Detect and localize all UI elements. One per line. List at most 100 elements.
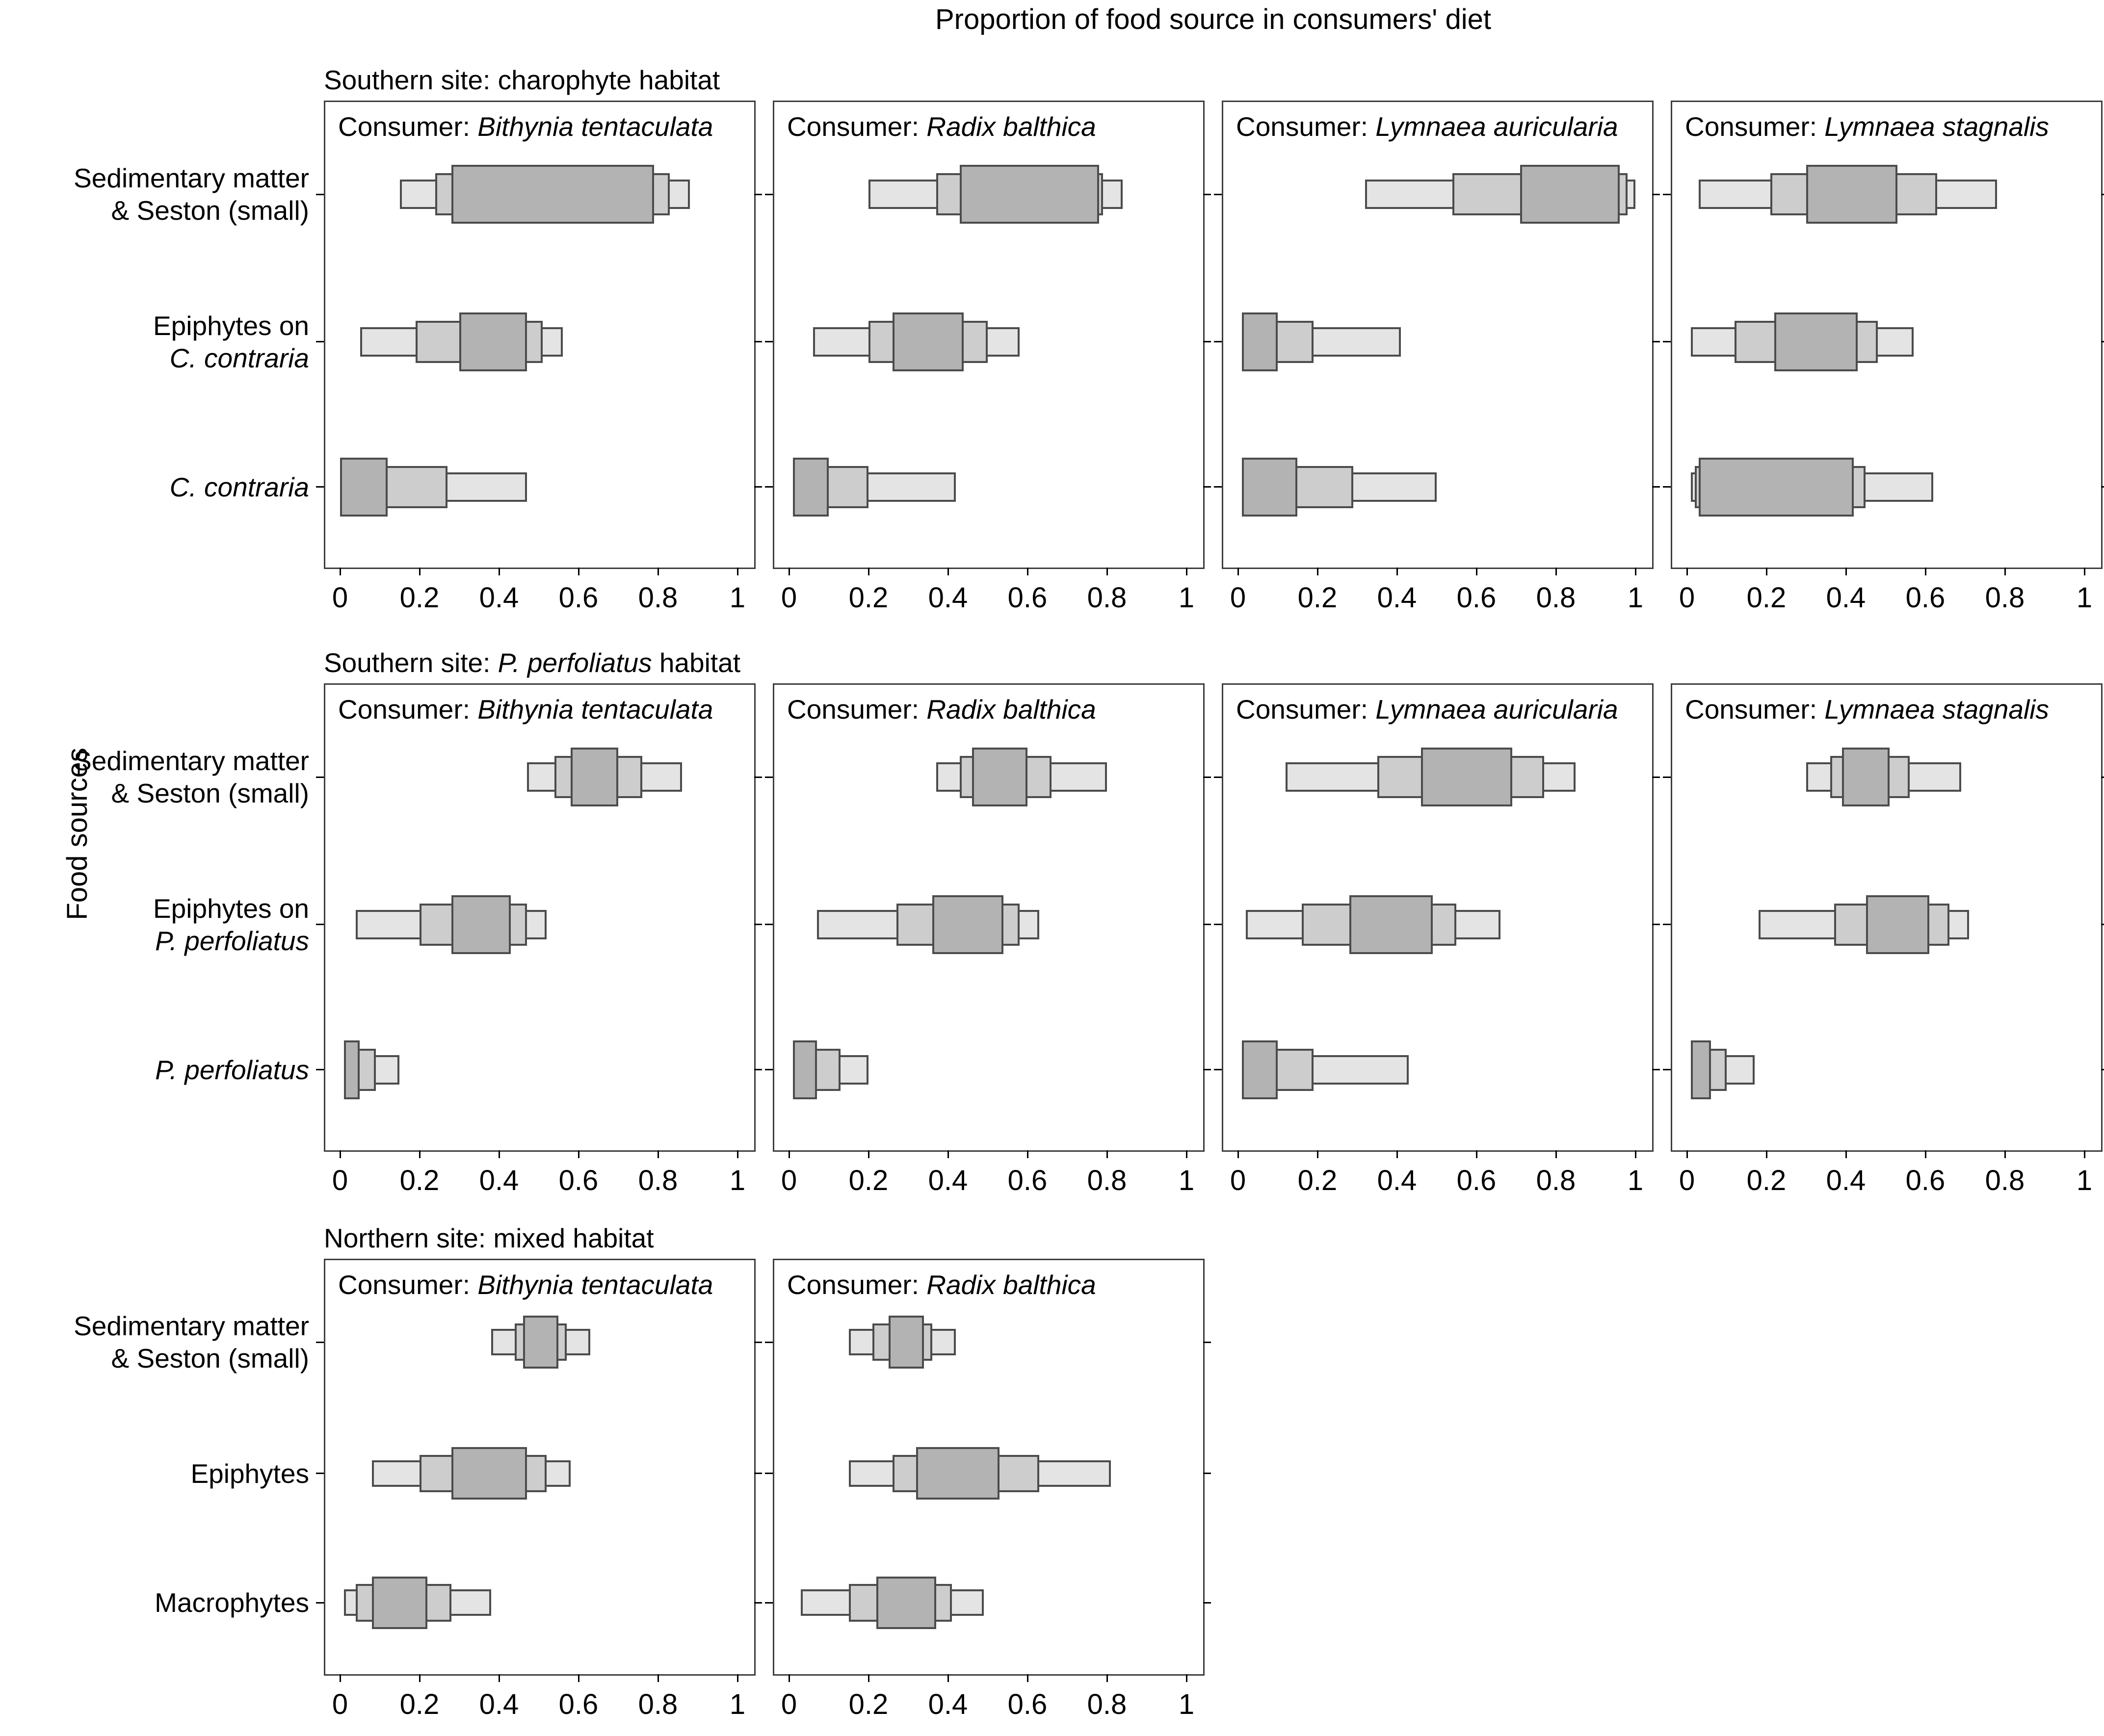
y-row-tick-left: [1663, 776, 1671, 778]
x-axis-tick-label: 0.2: [1746, 1165, 1787, 1196]
x-axis-tick-label: 0: [332, 1165, 348, 1196]
x-axis-tick-label: 1: [2076, 1165, 2093, 1196]
consumer-prefix: Consumer:: [1685, 694, 1825, 725]
panel-title: Consumer: Radix balthica: [787, 1269, 1096, 1300]
x-axis-tick: [1316, 568, 1318, 575]
x-axis-tick-label: 0.4: [928, 582, 968, 614]
interval-box-inner: [1841, 747, 1890, 807]
y-row-tick-right: [754, 776, 762, 778]
y-row-tick-left: [1663, 1069, 1671, 1071]
y-row-tick-left: [316, 341, 324, 343]
consumer-species: Lymnaea auricularia: [1375, 111, 1618, 142]
interval-box-inner: [371, 1576, 428, 1629]
food-source-label: Sedimentary matter & Seston (small): [0, 745, 309, 809]
x-axis-tick: [1634, 568, 1636, 575]
panel: Consumer: Bithynia tentaculata 0 0.2 0.4 0.6…: [316, 101, 762, 614]
x-axis-tick: [339, 1150, 341, 1158]
interval-box-inner: [1699, 457, 1854, 517]
x-axis-tick-label: 0.4: [1826, 1165, 1866, 1196]
row-group-header: Northern site: mixed habitat: [324, 1222, 654, 1254]
y-row-tick-left: [1663, 486, 1671, 488]
y-row-tick-left: [316, 193, 324, 195]
x-axis-tick-label: 0.8: [638, 1165, 678, 1196]
y-row-tick-right: [1203, 1602, 1211, 1604]
x-axis-tick-label: 1: [729, 582, 746, 614]
y-row-tick-left: [765, 924, 773, 926]
x-axis-tick: [736, 568, 738, 575]
food-source-label: C. contraria: [0, 471, 309, 503]
x-axis-tick: [1185, 1150, 1187, 1158]
x-axis-tick: [788, 568, 790, 575]
x-axis-tick: [788, 1674, 790, 1682]
x-axis-tick: [1106, 1674, 1108, 1682]
x-axis-tick-label: 0.2: [399, 582, 440, 614]
y-row-tick-left: [1663, 924, 1671, 926]
y-row-tick-right: [754, 1341, 762, 1343]
y-row-tick-left: [765, 1473, 773, 1475]
y-row-tick-right: [754, 486, 762, 488]
x-axis-tick: [419, 568, 421, 575]
x-axis-tick: [1555, 1150, 1557, 1158]
food-source-label-line: Macrophytes: [0, 1586, 309, 1619]
y-row-tick-left: [316, 1341, 324, 1343]
x-axis-tick: [578, 1150, 579, 1158]
food-source-label: Sedimentary matter & Seston (small): [0, 162, 309, 227]
y-row-tick-left: [316, 1602, 324, 1604]
interval-box-inner: [1806, 164, 1898, 224]
y-row-tick-right: [754, 341, 762, 343]
interval-box-inner: [523, 1316, 559, 1369]
italic-text-segment: C. contraria: [169, 471, 309, 502]
x-axis-tick-label: 0: [332, 1688, 348, 1720]
interval-box-inner: [1774, 312, 1858, 371]
panel: Consumer: Lymnaea auricularia 0 0.2 0.4 0.6 0…: [1214, 101, 1660, 614]
text-segment: Sedimentary matter: [74, 746, 309, 776]
italic-text-segment: P. perfoliatus: [498, 648, 652, 678]
food-source-label: Epiphytes on P. perfoliatus: [0, 892, 309, 957]
interval-box-inner: [876, 1576, 936, 1629]
x-axis-tick-label: 0.2: [1746, 582, 1787, 614]
interval-box-inner: [340, 457, 388, 517]
x-axis-tick-label: 0.2: [848, 582, 889, 614]
x-axis-tick: [657, 568, 659, 575]
panel: Consumer: Lymnaea stagnalis 0 0.2 0.4 0.6 0.8…: [1663, 101, 2104, 614]
consumer-species: Radix balthica: [926, 111, 1096, 142]
x-axis-tick-label: 0.8: [1536, 582, 1576, 614]
y-row-tick-right: [754, 1602, 762, 1604]
x-axis-tick-label: 0.4: [479, 1165, 519, 1196]
x-axis-tick-label: 0.8: [1985, 582, 2025, 614]
panel-title: Consumer: Lymnaea stagnalis: [1685, 694, 2049, 725]
panel-title: Consumer: Bithynia tentaculata: [338, 694, 713, 725]
consumer-species: Lymnaea stagnalis: [1824, 111, 2049, 142]
y-row-tick-left: [1663, 193, 1671, 195]
x-axis-tick: [868, 1674, 869, 1682]
y-row-tick-right: [2101, 486, 2104, 488]
x-axis-tick: [736, 1150, 738, 1158]
x-axis-tick-label: 0.2: [1297, 1165, 1338, 1196]
food-source-label: Epiphytes: [0, 1457, 309, 1490]
y-row-tick-left: [765, 1602, 773, 1604]
text-segment: Epiphytes on: [153, 310, 309, 341]
interval-box-inner: [1242, 457, 1298, 517]
food-source-label-line: C. contraria: [0, 342, 309, 374]
y-row-tick-right: [2101, 193, 2104, 195]
y-row-tick-right: [1652, 341, 1660, 343]
x-axis-tick: [1185, 568, 1187, 575]
consumer-prefix: Consumer:: [338, 111, 478, 142]
x-axis-tick-label: 0.6: [558, 582, 599, 614]
consumer-species: Lymnaea auricularia: [1375, 694, 1618, 725]
y-row-tick-right: [2101, 776, 2104, 778]
x-axis-tick: [1924, 568, 1926, 575]
y-row-tick-left: [316, 1069, 324, 1071]
x-axis-tick-label: 0.2: [1297, 582, 1338, 614]
x-axis-tick-label: 1: [2076, 582, 2093, 614]
figure-title: Proportion of food source in consumers' …: [935, 3, 1491, 35]
panel-title: Consumer: Radix balthica: [787, 111, 1096, 142]
y-row-tick-left: [765, 776, 773, 778]
text-segment: Sedimentary matter: [74, 1311, 309, 1341]
y-row-tick-right: [1203, 924, 1211, 926]
text-segment: Epiphytes on: [153, 893, 309, 924]
consumer-prefix: Consumer:: [787, 111, 927, 142]
x-axis-tick-label: 0: [1230, 1165, 1246, 1196]
x-axis-tick: [1396, 568, 1398, 575]
consumer-prefix: Consumer:: [1236, 111, 1376, 142]
